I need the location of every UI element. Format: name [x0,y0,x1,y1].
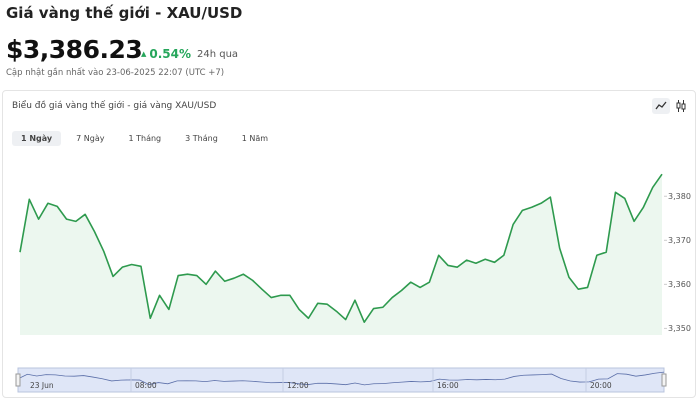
y-tick-label: 3,360 [668,280,691,289]
card-title: Biểu đồ giá vàng thế giới - giá vàng XAU… [12,101,217,111]
price: $3,386.23 [6,35,143,64]
range-tab[interactable]: 1 Tháng [128,134,162,143]
range-tab[interactable]: 3 Tháng [185,134,218,143]
icon [655,101,667,110]
range-tabs: 1 Ngày 7 Ngày 1 Tháng 3 Tháng 1 Năm [12,131,277,146]
range-tab[interactable]: 1 Ngày [12,131,62,146]
price-change: 0.54% [141,47,191,61]
range-tab[interactable]: 7 Ngày [76,134,105,143]
icon [676,100,686,112]
price-line [19,173,663,324]
navigator-handle [661,373,667,387]
line-chart-button[interactable] [652,98,670,114]
chart-type-toggle [652,98,690,114]
y-tick-label: 3,380 [668,192,691,201]
navigator-line [17,371,665,386]
navigator-label: 20:00 [590,381,612,390]
page-title: Giá vàng thế giới - XAU/USD [6,4,243,22]
updated-time: Cập nhật gần nhất vào 23-06-2025 22:07 (… [6,68,225,78]
y-tick-label: 3,370 [668,236,691,245]
area [20,174,662,335]
navigator-handle [15,373,21,387]
range-tab[interactable]: 1 Năm [241,134,269,143]
candle-chart-button[interactable] [672,98,690,114]
navigator-label: 16:00 [437,381,459,390]
change-period: 24h qua [197,49,239,60]
navigator-label: 12:00 [287,381,309,390]
chart-card [2,90,696,398]
y-tick-label: 3,350 [668,324,691,333]
navigator-label: 08:00 [135,381,157,390]
navigator-label: 23 Jun [30,381,54,390]
